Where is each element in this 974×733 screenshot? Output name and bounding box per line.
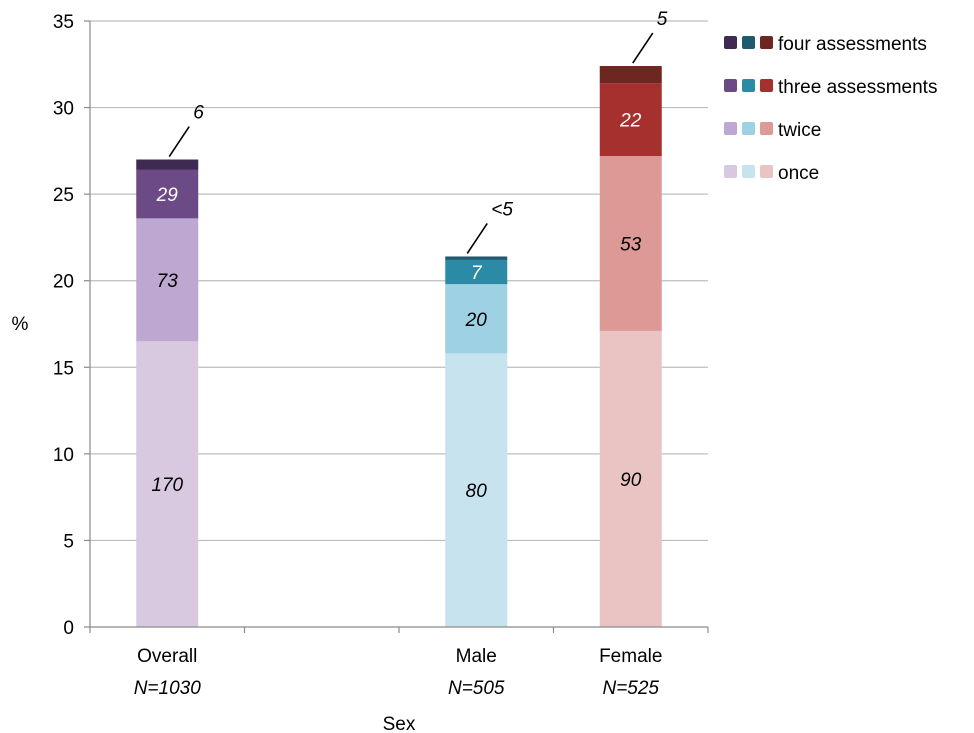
y-tick-label: 0 <box>63 618 74 639</box>
callout-line <box>466 223 488 254</box>
legend-label: four assessments <box>778 34 927 55</box>
legend-label: twice <box>778 120 821 141</box>
bar-segment <box>599 83 662 157</box>
y-tick-label: 15 <box>53 358 74 379</box>
bar-segment <box>136 218 199 342</box>
callout-line <box>632 32 654 64</box>
legend-swatch <box>724 79 737 92</box>
bar-segment <box>136 341 199 627</box>
data-label: 20 <box>465 310 488 331</box>
bar-segment <box>599 330 662 627</box>
legend-label: once <box>778 163 819 184</box>
bar-segment <box>599 66 662 84</box>
data-label: 7 <box>471 263 483 284</box>
y-tick-label: 10 <box>53 445 74 466</box>
legend-swatch <box>760 165 773 178</box>
y-tick-label: 30 <box>53 99 74 120</box>
bar-segment <box>599 156 662 331</box>
legend-swatch <box>760 122 773 135</box>
callout-line <box>168 126 190 157</box>
legend: four assessments three assessments twice on… <box>724 34 937 184</box>
category-n-label: N=525 <box>602 678 659 699</box>
legend-swatch <box>742 36 755 49</box>
bar-segment <box>136 159 199 170</box>
data-label: 29 <box>156 185 179 206</box>
data-label: 6 <box>193 103 204 124</box>
bar-segment <box>445 259 508 285</box>
y-tick-label: 25 <box>53 185 74 206</box>
bar-segment <box>136 169 199 219</box>
data-label: 73 <box>157 271 179 292</box>
legend-swatch <box>760 36 773 49</box>
data-label: 53 <box>620 234 642 255</box>
data-label: 90 <box>620 470 642 491</box>
legend-swatch <box>742 79 755 92</box>
legend-swatch <box>724 165 737 178</box>
bar-segment <box>445 284 508 354</box>
category-label: Male <box>456 646 497 667</box>
y-tick-label: 20 <box>53 272 74 293</box>
y-axis-label: % <box>12 314 29 335</box>
category-label: Overall <box>137 646 197 667</box>
legend-swatch <box>724 36 737 49</box>
category-n-label: N=505 <box>448 678 505 699</box>
bars: 170 73 29 6 80 20 7 <5 90 53 22 5 <box>136 9 668 627</box>
data-label: <5 <box>491 199 513 220</box>
bar-segment <box>445 353 508 627</box>
x-axis-label: Sex <box>383 714 416 733</box>
data-label: 5 <box>657 9 668 30</box>
legend-swatch <box>760 79 773 92</box>
data-label: 170 <box>151 475 183 496</box>
axes: 0 5 10 15 20 25 30 35 Overall N=1030 Male N=505 Fema… <box>53 12 709 699</box>
category-label: Female <box>599 646 662 667</box>
legend-swatch <box>724 122 737 135</box>
legend-label: three assessments <box>778 77 937 98</box>
category-n-label: N=1030 <box>134 678 202 699</box>
bar-segment <box>445 256 508 260</box>
data-label: 22 <box>619 111 642 132</box>
legend-swatch <box>742 122 755 135</box>
y-tick-label: 35 <box>53 12 74 33</box>
legend-swatch <box>742 165 755 178</box>
data-label: 80 <box>466 481 488 502</box>
y-tick-label: 5 <box>63 531 74 552</box>
